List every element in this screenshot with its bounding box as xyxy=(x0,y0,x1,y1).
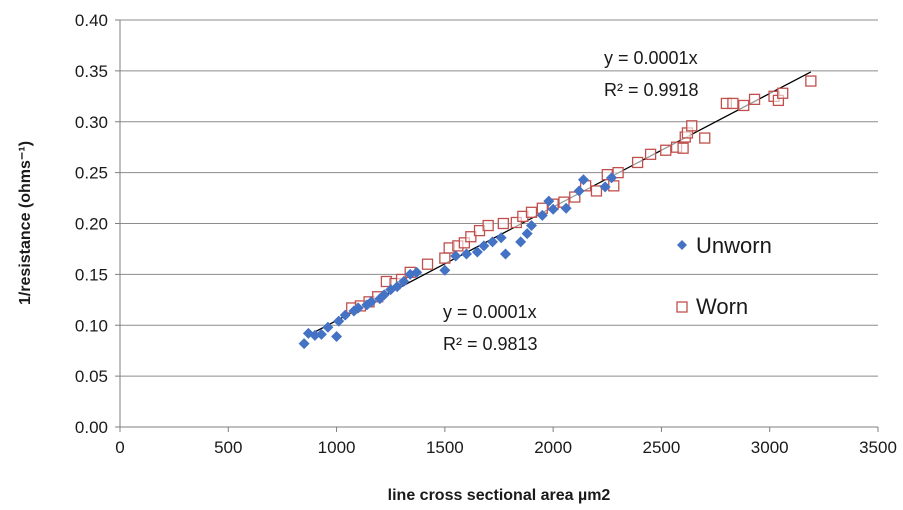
legend-marker-unworn xyxy=(677,240,687,250)
legend-marker-worn xyxy=(676,301,688,313)
unworn-point xyxy=(487,236,499,248)
unworn-point xyxy=(499,248,511,260)
y-tick-label: 0.05 xyxy=(75,367,108,386)
worn-point xyxy=(465,231,477,243)
x-tick-label: 2000 xyxy=(534,438,572,457)
worn-point xyxy=(805,75,817,87)
worn-point xyxy=(660,144,672,156)
worn-point xyxy=(748,93,761,106)
unworn-point xyxy=(411,266,423,278)
unworn-point xyxy=(391,281,403,293)
y-tick-label: 0.25 xyxy=(75,164,108,183)
unworn-point xyxy=(339,309,351,321)
worn-point xyxy=(590,185,603,197)
unworn-point xyxy=(331,330,343,342)
x-tick-label: 3000 xyxy=(751,438,789,457)
worn-point xyxy=(631,156,644,169)
y-tick-label: 0.10 xyxy=(75,316,108,335)
unworn-point xyxy=(606,172,618,184)
unworn-point xyxy=(398,275,410,287)
unworn-point xyxy=(547,203,559,215)
unworn-point xyxy=(439,264,451,276)
unworn-point xyxy=(315,328,327,340)
legend-item-worn: Worn xyxy=(676,294,748,319)
x-tick-label: 500 xyxy=(214,438,242,457)
worn-point xyxy=(777,87,789,99)
y-tick-label: 0.30 xyxy=(75,113,108,132)
worn-point xyxy=(510,216,522,229)
unworn-point xyxy=(521,228,533,240)
unworn-point xyxy=(560,202,572,214)
x-tick-labels: 0 500 1000 1500 2000 2500 3000 3500 xyxy=(115,427,897,457)
unworn-point xyxy=(599,181,611,193)
unworn-point xyxy=(478,240,490,252)
unworn-point xyxy=(471,246,483,258)
unworn-point xyxy=(461,248,473,260)
unworn-point xyxy=(333,315,345,327)
worn-point xyxy=(738,99,750,112)
x-tick-label: 0 xyxy=(115,438,124,457)
worn-point xyxy=(525,206,538,218)
unworn-point xyxy=(352,302,364,314)
worn-point xyxy=(644,148,657,160)
worn-equation-line1: y = 0.0001x xyxy=(604,48,698,68)
worn-point xyxy=(612,166,624,179)
worn-point xyxy=(482,219,494,232)
worn-point xyxy=(458,237,470,249)
unworn-point xyxy=(365,296,377,308)
unworn-point xyxy=(378,289,390,301)
worn-point xyxy=(439,252,451,264)
legend-item-unworn: Unworn xyxy=(677,233,772,258)
unworn-point xyxy=(577,174,589,186)
x-tick-label: 1000 xyxy=(318,438,356,457)
unworn-equation-line2: R² = 0.9813 xyxy=(443,334,538,354)
y-tick-label: 0.35 xyxy=(75,62,108,81)
x-tick-label: 2500 xyxy=(643,438,681,457)
x-tick-label: 1500 xyxy=(426,438,464,457)
unworn-point xyxy=(573,185,585,197)
y-axis-title: 1/resistance (ohms⁻¹) xyxy=(17,141,34,305)
worn-point xyxy=(421,258,434,270)
x-axis-title: line cross sectional area µm2 xyxy=(388,487,611,504)
unworn-point xyxy=(543,195,555,207)
worn-point xyxy=(608,180,620,192)
y-tick-label: 0.40 xyxy=(75,11,108,30)
unworn-equation-line1: y = 0.0001x xyxy=(443,302,537,322)
worn-point xyxy=(497,217,509,230)
y-tick-label: 0.20 xyxy=(75,215,108,234)
worn-point xyxy=(727,97,739,110)
unworn-point xyxy=(536,209,548,221)
unworn-point xyxy=(525,220,537,232)
unworn-point xyxy=(298,338,310,350)
worn-equation-line2: R² = 0.9918 xyxy=(604,80,699,100)
unworn-point xyxy=(495,232,507,244)
unworn-point xyxy=(450,250,462,262)
worn-point xyxy=(686,120,698,132)
unworn-point xyxy=(515,236,527,248)
legend: Unworn Worn xyxy=(676,233,772,319)
unworn-point xyxy=(322,321,334,333)
x-tick-label: 3500 xyxy=(859,438,897,457)
y-tick-labels: 0.00 0.05 0.10 0.15 0.20 0.25 0.30 0.35 0.40 xyxy=(75,11,120,437)
legend-label-unworn: Unworn xyxy=(696,233,772,258)
y-tick-label: 0.15 xyxy=(75,265,108,284)
gridlines xyxy=(120,19,878,377)
legend-label-worn: Worn xyxy=(696,294,748,319)
worn-point xyxy=(677,142,689,154)
worn-point xyxy=(699,132,711,144)
data-points xyxy=(298,75,817,350)
y-tick-label: 0.00 xyxy=(75,418,108,437)
